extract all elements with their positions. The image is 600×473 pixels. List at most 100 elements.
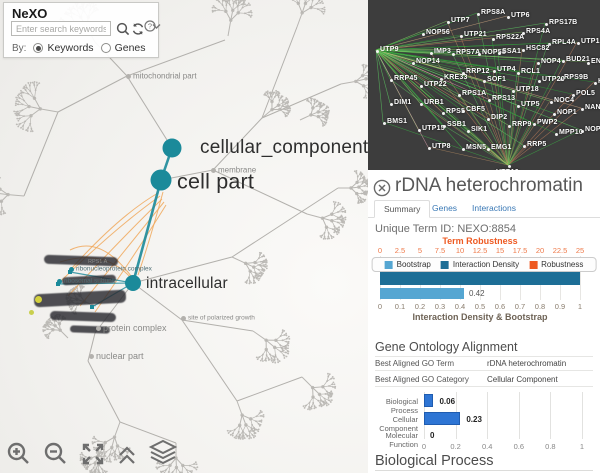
gene-node-label: ENP1: [591, 58, 600, 65]
collapse-panel-icon[interactable]: [152, 23, 161, 30]
gene-node-dot: [493, 70, 496, 73]
bottom-axis-tick: 1: [577, 302, 583, 311]
term-node-label[interactable]: ribosomal subunit: [64, 277, 115, 285]
gene-node-label: POL5: [576, 90, 596, 97]
radio-label: Keywords: [47, 42, 94, 54]
go-alignment-chart: 0 0.2 0.4 0.6 0.8 1 Biological Process 0.06 Cell…: [368, 392, 600, 451]
term-node-label[interactable]: membrane: [218, 165, 257, 175]
gene-node-dot: [390, 103, 393, 106]
gene-node-label: KRE33: [444, 74, 468, 81]
gene-node-dot: [443, 125, 446, 128]
gene-node-label: MPP10: [559, 129, 583, 136]
highlighted-node[interactable]: [29, 310, 34, 315]
search-input[interactable]: [11, 21, 111, 36]
bar-bootstrap[interactable]: [380, 288, 464, 299]
gene-node-dot: [383, 122, 386, 125]
term-node[interactable]: [69, 266, 74, 272]
fit-screen-icon[interactable]: [80, 441, 106, 467]
gene-node-dot: [523, 145, 526, 148]
gene-node-label: MSN5: [466, 144, 487, 151]
top-axis-tick: 5: [417, 246, 423, 255]
term-title: rDNA heterochromatin: [395, 175, 583, 196]
section-divider: [375, 470, 593, 471]
go-alignment-heading: Gene Ontology Alignment: [375, 340, 518, 354]
radio-unselected-icon[interactable]: [100, 43, 111, 53]
layers-icon[interactable]: [148, 439, 178, 467]
gene-node-dot: [498, 52, 501, 55]
gene-node-label: RRP12: [466, 68, 490, 75]
gene-node-label: RPL4A: [552, 39, 576, 46]
term-node-label[interactable]: site of polarized growth: [188, 314, 255, 322]
gene-node-label: UTP21: [464, 31, 487, 38]
gene-node-dot: [462, 148, 465, 151]
term-node[interactable]: [57, 278, 62, 284]
term-node[interactable]: [96, 325, 101, 331]
zoom-in-icon[interactable]: [6, 441, 32, 467]
gene-node-dot: [512, 90, 515, 93]
bar-cellular-component[interactable]: [424, 412, 461, 425]
gene-node-dot: [533, 123, 536, 126]
gene-node-dot: [430, 52, 433, 55]
gene-node-label: RPS9B: [564, 74, 589, 81]
term-node[interactable]: [126, 73, 131, 79]
gene-node-label: SSA1: [502, 48, 522, 55]
top-axis-tick: 7.5: [434, 246, 446, 255]
close-icon[interactable]: [373, 179, 391, 197]
gene-node-dot: [581, 108, 584, 111]
category-label: Cellular Component: [379, 415, 418, 433]
bar-biological-process[interactable]: [424, 394, 434, 407]
gene-network-panel[interactable]: RPS8A UTP6 RPS17B UTP7 NOP56 UTP21 RPS22A RPS4A…: [368, 0, 600, 170]
tab-genes[interactable]: Genes: [432, 203, 458, 213]
gene-node-label: DIP2: [491, 114, 508, 121]
radio-option-genes[interactable]: Genes: [100, 42, 146, 54]
gene-node-label: NOP14: [416, 58, 440, 65]
radio-selected-icon[interactable]: [33, 43, 44, 53]
main-node-label[interactable]: cell part: [177, 169, 255, 194]
term-node-label[interactable]: protein complex: [103, 323, 167, 333]
refresh-icon[interactable]: [131, 22, 145, 36]
gene-node-label: RPS8A: [481, 9, 506, 16]
gene-node-dot: [560, 78, 563, 81]
go-term-row: Best Aligned GO Term rDNA heterochromati…: [375, 356, 593, 371]
bar-interaction-density[interactable]: [380, 272, 580, 285]
term-node[interactable]: [211, 167, 216, 173]
gene-node-label: UTP9: [380, 46, 399, 53]
gene-node-dot: [483, 80, 486, 83]
term-node-label[interactable]: mitochondrial part: [133, 71, 197, 81]
bottom-axis-tick: 0.8: [534, 302, 546, 311]
term-node[interactable]: [181, 315, 186, 321]
collapse-all-icon[interactable]: [117, 443, 137, 467]
gene-node-label: SSB1: [447, 121, 467, 128]
gene-node-dot: [440, 78, 443, 81]
gene-node-label: RRP5: [527, 141, 547, 148]
term-node[interactable]: [89, 353, 94, 359]
search-icon[interactable]: [116, 22, 130, 36]
term-node-label[interactable]: nuclear part: [96, 351, 144, 361]
main-node-label[interactable]: intracellular: [146, 275, 228, 292]
radio-option-keywords[interactable]: Keywords: [33, 42, 94, 54]
tab-summary[interactable]: Summary: [374, 200, 431, 218]
x-axis-tick: 0.6: [513, 442, 525, 451]
zoom-out-icon[interactable]: [43, 441, 69, 467]
gene-node-dot: [488, 99, 491, 102]
tab-interactions[interactable]: Interactions: [472, 203, 516, 213]
category-label: Biological Process: [385, 397, 418, 415]
gene-node-label: HSC82: [526, 45, 550, 52]
top-axis-tick: 2.5: [394, 246, 406, 255]
legend-item-interaction-density: Interaction Density: [440, 260, 519, 269]
term-node-label[interactable]: RPS1 A: [88, 259, 108, 265]
main-node-label[interactable]: cellular_component: [200, 137, 369, 158]
gene-node-label: UTP18: [516, 86, 539, 93]
category-label: Molecular Function: [385, 431, 418, 449]
radio-label: Genes: [114, 42, 146, 54]
gene-node-dot: [412, 62, 415, 65]
legend-swatch: [440, 260, 449, 269]
zoom-controls: [6, 439, 189, 467]
gene-node-dot: [508, 125, 511, 128]
bottom-axis-tick: 0: [377, 302, 383, 311]
term-node-label[interactable]: ribonucleoprotein complex: [76, 265, 152, 273]
highlighted-node[interactable]: [35, 296, 42, 303]
bar-value-label: 0.23: [466, 415, 482, 424]
legend-swatch: [529, 260, 538, 269]
gene-node-label: RRP45: [394, 75, 418, 82]
